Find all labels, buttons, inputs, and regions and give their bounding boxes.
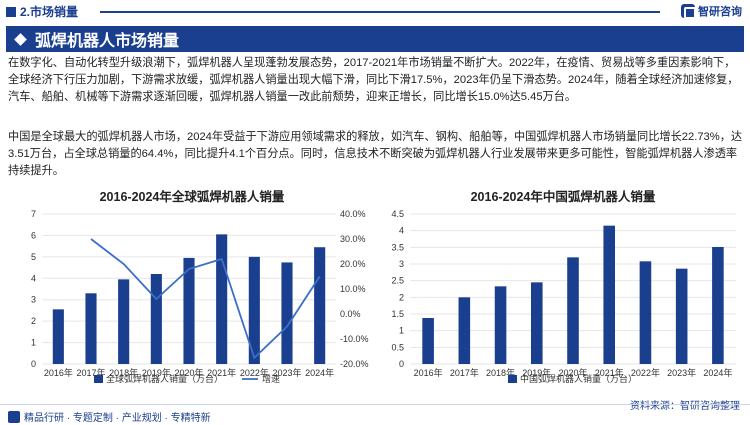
x-tick-label: 2016年: [414, 367, 443, 378]
bar: [567, 257, 579, 364]
bar: [494, 286, 507, 364]
x-tick-label: 2020年: [174, 367, 203, 378]
x-tick-label: 2021年: [207, 367, 236, 378]
brand: 智研咨询: [681, 3, 742, 19]
x-tick-label: 2019年: [522, 367, 551, 378]
legend-bar-swatch: [94, 375, 103, 383]
x-tick-label: 2016年: [44, 367, 73, 378]
bar: [183, 257, 195, 364]
brand-logo-icon: [681, 4, 696, 19]
bar: [712, 247, 724, 364]
y-tick-label: 4: [399, 226, 404, 236]
x-tick-label: 2022年: [631, 367, 660, 378]
top-bar: 2.市场销量 智研咨询: [0, 0, 750, 22]
y-tick-label: 2: [31, 316, 36, 326]
bar: [118, 279, 130, 364]
china-chart-svg: 0 0.5 1 1.5 2 2.5 3 3.5 4 4.5 2016年 2017年 2018年 2019年…: [391, 209, 736, 384]
section-label: 2.市场销量: [6, 3, 78, 20]
source-note: 资料来源：智研咨询整理: [630, 401, 740, 412]
y-tick-label: 2.5: [391, 276, 404, 286]
x-tick-label: 2017年: [76, 367, 105, 378]
x-tick-label: 2019年: [142, 367, 171, 378]
x-tick-label: 2022年: [240, 367, 269, 378]
y2-tick-label: 20.0%: [340, 259, 366, 269]
china-chart-title: 2016-2024年中国弧焊机器人销量: [470, 190, 656, 204]
paragraph-china: 中国是全球最大的弧焊机器人市场，2024年受益于下游应用领域需求的释放，如汽车、…: [8, 131, 743, 177]
x-tick-label: 2024年: [703, 367, 732, 378]
legend-bar-swatch: [508, 375, 517, 383]
y-tick-label: 4.5: [391, 209, 404, 219]
bar: [314, 247, 326, 364]
y2-tick-label: -10.0%: [340, 334, 369, 344]
x-tick-label: 2023年: [272, 367, 301, 378]
footer-logo-icon: [8, 410, 20, 423]
y-tick-label: 6: [31, 230, 36, 240]
y-tick-label: 1: [31, 338, 36, 348]
growth-line: [90, 238, 321, 360]
y-tick-label: 2: [399, 292, 404, 302]
y2-tick-label: 10.0%: [340, 284, 366, 294]
legend-bar-label: 中国弧焊机器人销量（万台）: [520, 373, 637, 384]
bar: [216, 234, 228, 364]
y-tick-label: 0.5: [391, 342, 404, 352]
title-bar: 弧焊机器人市场销量: [6, 26, 744, 52]
x-tick-label: 2024年: [305, 367, 334, 378]
bar: [85, 293, 97, 364]
x-tick-label: 2018年: [486, 367, 515, 378]
header-rule: [100, 11, 660, 13]
bar: [150, 274, 162, 364]
y-tick-label: 0: [31, 359, 36, 369]
y-tick-label: 3.5: [391, 242, 404, 252]
paragraph-global: 在数字化、自动化转型升级浪潮下，弧焊机器人呈现蓬勃发展态势，2017-2021年…: [8, 57, 739, 103]
footer-tagline-text: 精品行研 · 专题定制 · 产业规划 · 专精特新: [24, 413, 211, 424]
y-tick-label: 1: [399, 326, 404, 336]
global-chart-svg: 0 1 2 3 4 5 6 7 -20.0% -10.0% 0.0% 10.0% 20.0% 30.0% 4…: [31, 209, 369, 384]
bar: [458, 297, 471, 364]
y-tick-label: 3: [31, 295, 36, 305]
y-tick-label: 5: [31, 252, 36, 262]
section-square-icon: [6, 6, 16, 17]
y2-tick-label: -20.0%: [340, 359, 369, 369]
bar: [281, 262, 293, 364]
footer: 精品行研 · 专题定制 · 产业规划 · 专精特新: [0, 404, 750, 425]
bar: [248, 256, 260, 364]
bar: [530, 282, 543, 364]
china-chart: 2016-2024年中国弧焊机器人销量 0 0.5 1 1.5 2 2.5 3 3.5 4 4.5…: [380, 186, 746, 396]
bar: [422, 318, 434, 364]
x-tick-label: 2018年: [109, 367, 138, 378]
page-title: 弧焊机器人市场销量: [35, 33, 180, 50]
x-tick-label: 2020年: [558, 367, 587, 378]
section-text: 2.市场销量: [20, 5, 79, 19]
legend-bar-label: 全球弧焊机器人销量（万台）: [106, 373, 223, 384]
y-tick-label: 1.5: [391, 309, 404, 319]
footer-tagline: 精品行研 · 专题定制 · 产业规划 · 专精特新: [8, 409, 211, 424]
y-tick-label: 7: [31, 209, 36, 219]
bar: [603, 225, 616, 364]
y2-tick-label: 0.0%: [340, 309, 361, 319]
x-tick-label: 2023年: [667, 367, 696, 378]
global-chart-title: 2016-2024年全球弧焊机器人销量: [99, 190, 285, 204]
diamond-icon: [14, 32, 27, 46]
y-tick-label: 4: [31, 273, 36, 283]
brand-name: 智研咨询: [698, 6, 742, 18]
y2-tick-label: 40.0%: [340, 209, 366, 219]
bar: [675, 268, 688, 364]
x-tick-label: 2017年: [450, 367, 479, 378]
y-tick-label: 3: [399, 259, 404, 269]
y2-tick-label: 30.0%: [340, 234, 366, 244]
y-tick-label: 0: [399, 359, 404, 369]
x-tick-label: 2021年: [595, 367, 624, 378]
global-chart: 2016-2024年全球弧焊机器人销量 0 1 2 3 4 5 6 7 -20.0% -10.0%…: [6, 186, 378, 396]
legend-line-label: 增速: [262, 373, 280, 384]
bar: [639, 261, 652, 364]
bar: [52, 309, 64, 364]
